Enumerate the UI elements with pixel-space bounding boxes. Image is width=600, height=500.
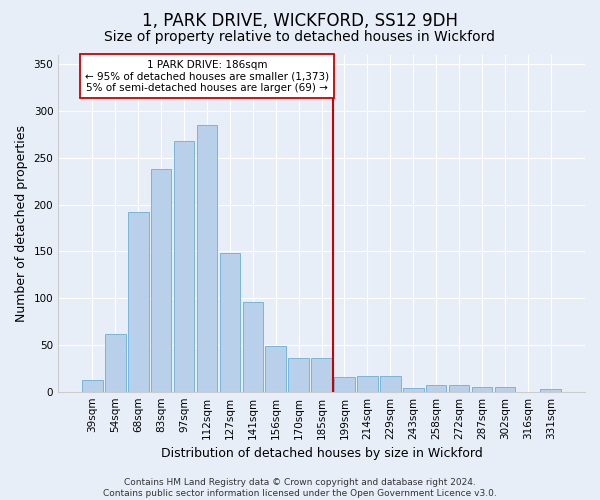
Bar bbox=[289, 358, 309, 392]
Bar bbox=[311, 358, 332, 392]
Bar bbox=[242, 302, 263, 392]
Bar bbox=[220, 254, 240, 392]
Text: 1 PARK DRIVE: 186sqm
← 95% of detached houses are smaller (1,373)
5% of semi-det: 1 PARK DRIVE: 186sqm ← 95% of detached h… bbox=[85, 60, 329, 93]
Bar bbox=[265, 346, 286, 392]
Bar bbox=[128, 212, 149, 392]
Bar bbox=[357, 376, 378, 392]
Bar bbox=[151, 169, 172, 392]
Bar bbox=[403, 388, 424, 392]
Bar bbox=[494, 387, 515, 392]
Text: Size of property relative to detached houses in Wickford: Size of property relative to detached ho… bbox=[104, 30, 496, 44]
Bar bbox=[380, 376, 401, 392]
Bar bbox=[472, 387, 493, 392]
Bar bbox=[334, 376, 355, 392]
Bar bbox=[105, 334, 125, 392]
Bar bbox=[197, 125, 217, 392]
Bar bbox=[82, 380, 103, 392]
Bar bbox=[426, 385, 446, 392]
Bar bbox=[541, 389, 561, 392]
X-axis label: Distribution of detached houses by size in Wickford: Distribution of detached houses by size … bbox=[161, 447, 482, 460]
Bar bbox=[174, 141, 194, 392]
Text: Contains HM Land Registry data © Crown copyright and database right 2024.
Contai: Contains HM Land Registry data © Crown c… bbox=[103, 478, 497, 498]
Bar bbox=[449, 385, 469, 392]
Text: 1, PARK DRIVE, WICKFORD, SS12 9DH: 1, PARK DRIVE, WICKFORD, SS12 9DH bbox=[142, 12, 458, 30]
Y-axis label: Number of detached properties: Number of detached properties bbox=[15, 125, 28, 322]
